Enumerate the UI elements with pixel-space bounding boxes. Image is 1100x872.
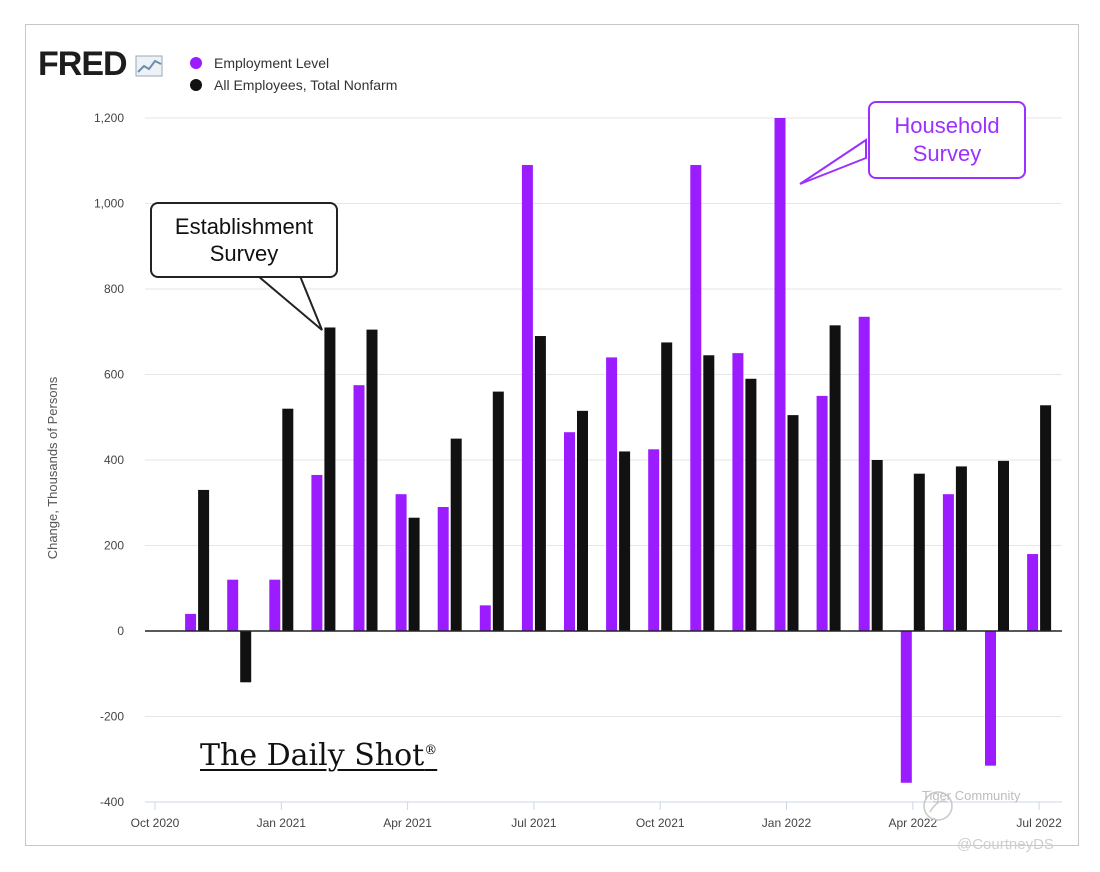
bar-employment-level[interactable] <box>774 118 786 631</box>
y-axis-label: Change, Thousands of Persons <box>45 376 60 559</box>
bar-nonfarm[interactable] <box>534 336 546 631</box>
bars <box>185 118 1052 783</box>
x-tick-label: Oct 2021 <box>636 816 685 830</box>
x-tick-label: Oct 2020 <box>131 816 180 830</box>
y-tick-label: -200 <box>100 710 124 724</box>
bar-employment-level[interactable] <box>648 449 660 631</box>
axes: -400 -200 0 200 400 600 800 1,000 1,200 Oct 2020 J… <box>94 111 1062 830</box>
bar-employment-level[interactable] <box>564 432 575 631</box>
bar-nonfarm[interactable] <box>787 415 799 631</box>
x-tick-label: Apr 2021 <box>383 816 432 830</box>
tiger-logo-icon <box>923 791 953 821</box>
y-tick-label: 0 <box>117 624 124 638</box>
y-tick-label: -400 <box>100 795 124 809</box>
y-tick-label: 800 <box>104 282 124 296</box>
bar-nonfarm[interactable] <box>324 327 336 631</box>
bar-nonfarm[interactable] <box>282 408 294 631</box>
y-tick-label: 1,200 <box>94 111 124 125</box>
legend-item-employment-level[interactable]: Employment Level <box>190 52 397 74</box>
watermark-handle: @CourtneyDS <box>957 836 1054 853</box>
daily-shot-text: The Daily Shot <box>200 738 425 773</box>
legend-label: Employment Level <box>214 55 330 71</box>
bar-employment-level[interactable] <box>437 507 449 631</box>
establishment-callout-pointer <box>255 275 323 331</box>
callout-line: Household <box>894 113 1000 138</box>
bar-employment-level[interactable] <box>185 613 197 631</box>
bar-employment-level[interactable] <box>985 631 996 766</box>
legend-dot-nonfarm <box>190 79 202 91</box>
establishment-survey-callout: Establishment Survey <box>150 202 338 278</box>
bar-employment-level[interactable] <box>395 494 407 631</box>
bar-nonfarm[interactable] <box>829 325 841 631</box>
legend: Employment Level All Employees, Total No… <box>190 52 397 96</box>
bar-nonfarm[interactable] <box>1040 405 1052 631</box>
legend-item-nonfarm[interactable]: All Employees, Total Nonfarm <box>190 74 397 96</box>
bar-nonfarm[interactable] <box>366 329 378 631</box>
callout-line: Establishment <box>174 214 314 239</box>
bar-nonfarm[interactable] <box>913 473 925 631</box>
callout-line: Survey <box>209 241 279 266</box>
bar-nonfarm[interactable] <box>871 460 883 631</box>
x-tick-label: Jan 2021 <box>257 816 307 830</box>
bar-nonfarm[interactable] <box>408 517 420 631</box>
x-tick-label: Jan 2022 <box>762 816 812 830</box>
bar-employment-level[interactable] <box>1027 554 1039 631</box>
bar-nonfarm[interactable] <box>577 410 588 631</box>
callout-line: Survey <box>912 141 982 166</box>
registered-mark: ® <box>424 743 438 758</box>
bar-employment-level[interactable] <box>479 605 491 631</box>
household-survey-callout: Household Survey <box>868 101 1026 179</box>
bar-employment-level[interactable] <box>858 316 870 631</box>
legend-dot-employment-level <box>190 57 202 69</box>
fred-logo: FRED <box>38 44 165 84</box>
bar-employment-level[interactable] <box>732 353 744 631</box>
bar-employment-level[interactable] <box>521 165 533 631</box>
y-tick-label: 600 <box>104 368 124 382</box>
watermark-community: Tiger Community <box>922 788 1021 803</box>
bar-nonfarm[interactable] <box>619 451 631 631</box>
y-tick-label: 200 <box>104 539 124 553</box>
bar-nonfarm[interactable] <box>955 466 967 631</box>
bar-employment-level[interactable] <box>942 494 954 631</box>
bar-nonfarm[interactable] <box>661 342 673 631</box>
bar-employment-level[interactable] <box>816 395 828 631</box>
y-tick-label: 400 <box>104 453 124 467</box>
legend-label: All Employees, Total Nonfarm <box>214 77 398 93</box>
bar-nonfarm[interactable] <box>492 391 504 631</box>
y-axis-label-group: Change, Thousands of Persons <box>45 376 60 559</box>
bar-employment-level[interactable] <box>690 165 702 631</box>
bar-nonfarm[interactable] <box>240 631 252 683</box>
bar-employment-level[interactable] <box>900 631 912 783</box>
bar-employment-level[interactable] <box>269 579 281 631</box>
household-callout-pointer <box>799 138 867 185</box>
x-tick-label: Jul 2022 <box>1016 816 1062 830</box>
x-tick-label: Apr 2022 <box>888 816 937 830</box>
y-tick-label: 1,000 <box>94 197 124 211</box>
bar-employment-level[interactable] <box>311 474 323 631</box>
bar-nonfarm[interactable] <box>450 438 462 631</box>
x-tick-label: Jul 2021 <box>511 816 557 830</box>
bar-employment-level[interactable] <box>606 357 618 631</box>
daily-shot-logo: The Daily Shot® <box>200 738 437 773</box>
bar-nonfarm[interactable] <box>703 355 715 631</box>
bar-nonfarm[interactable] <box>745 378 757 631</box>
fred-chart-icon <box>135 55 163 77</box>
bar-nonfarm[interactable] <box>998 460 1009 631</box>
bar-employment-level[interactable] <box>227 579 239 631</box>
fred-logo-text: FRED <box>38 45 128 83</box>
bar-employment-level[interactable] <box>353 385 365 631</box>
bar-nonfarm[interactable] <box>198 489 210 631</box>
